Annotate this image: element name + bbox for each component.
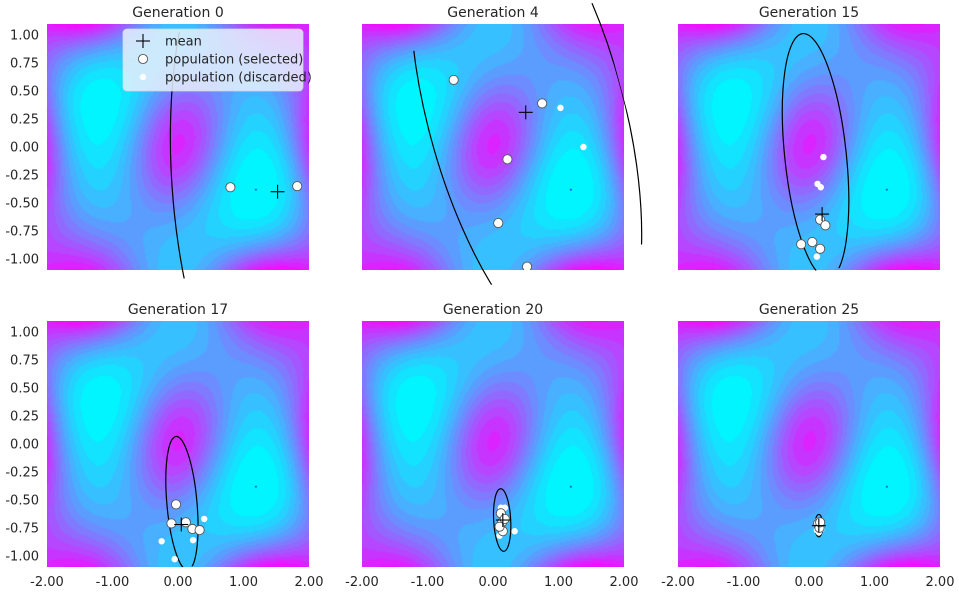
y-tick-label: 0.50 <box>10 85 39 100</box>
y-tick-label: 1.00 <box>10 326 39 341</box>
population-selected-point <box>494 521 505 532</box>
legend-frame <box>122 28 304 92</box>
mean-marker <box>518 105 533 120</box>
legend-mean-marker <box>136 34 150 48</box>
y-tick-label: 1.00 <box>10 29 39 44</box>
x-tick-label: -2.00 <box>30 575 64 590</box>
population-selected-point <box>537 98 548 109</box>
panel-title: Generation 15 <box>759 5 859 21</box>
x-tick-label: 1.00 <box>229 575 258 590</box>
y-tick-label: -0.50 <box>5 196 39 211</box>
panel-title: Generation 0 <box>132 5 223 21</box>
y-tick-label: 0.00 <box>10 438 39 453</box>
objective-heatmap <box>47 321 309 567</box>
x-tick-label: -2.00 <box>661 575 695 590</box>
panel-title: Generation 20 <box>443 302 543 318</box>
population-selected-point <box>522 261 533 270</box>
x-tick-label: 1.00 <box>860 575 889 590</box>
y-tick-label: -1.00 <box>5 549 39 564</box>
objective-heatmap <box>678 24 940 270</box>
y-tick-label: 0.25 <box>10 410 39 425</box>
x-tick-label: 0.00 <box>164 575 193 590</box>
objective-heatmap <box>678 321 940 567</box>
population-discarded-point <box>201 515 208 523</box>
y-tick-label: -1.00 <box>5 252 39 267</box>
panel-generation-2: Generation 15 <box>678 5 940 279</box>
population-selected-point <box>820 220 831 231</box>
panel-title: Generation 17 <box>128 302 228 318</box>
x-tick-label: 1.00 <box>544 575 573 590</box>
legend-label: mean <box>165 35 202 50</box>
covariance-ellipse <box>169 21 316 290</box>
population-discarded-point <box>820 153 827 161</box>
y-tick-label: 0.25 <box>10 113 39 128</box>
population-discarded-point <box>817 184 824 191</box>
x-tick-label: -1.00 <box>727 575 761 590</box>
panel-generation-4: Generation 20 -2.00 -1.00 0.00 1.00 2.00 <box>345 302 638 590</box>
population-discarded-point <box>511 528 518 535</box>
population-selected-point <box>815 517 826 528</box>
x-tick-label: -2.00 <box>345 575 379 590</box>
population-selected-point <box>225 182 236 193</box>
population-discarded-point <box>171 555 178 563</box>
x-tick-label: 0.00 <box>479 575 508 590</box>
panels-group: Generation 0 1.00 0.75 0.50 0.25 0.00 -0.25 -0.… <box>5 1 954 590</box>
panel-generation-1: Generation 4 <box>362 1 643 308</box>
y-tick-label: -0.75 <box>5 224 39 239</box>
panel-generation-5: Generation 25 -2.00 -1.00 0.00 1.00 2.00 <box>661 302 954 590</box>
population-selected-point <box>502 154 513 165</box>
population-discarded-point <box>557 104 564 112</box>
mean-marker <box>270 184 285 199</box>
y-tick-label: 0.00 <box>10 141 39 156</box>
population-discarded-point <box>158 538 165 545</box>
y-tick-label: -0.75 <box>5 521 39 536</box>
mean-marker <box>495 513 510 528</box>
population-selected-point <box>448 74 459 85</box>
y-tick-label: 0.75 <box>10 354 39 369</box>
population-selected-point <box>194 525 205 536</box>
population-selected-point <box>796 239 807 250</box>
population-selected-point <box>815 243 826 254</box>
panel-title: Generation 25 <box>759 302 859 318</box>
x-tick-label: -1.00 <box>96 575 130 590</box>
y-tick-label: 0.50 <box>10 382 39 397</box>
y-tick-label: 0.75 <box>10 57 39 72</box>
x-tick-label: 2.00 <box>926 575 955 590</box>
panel-generation-3: Generation 17 1.00 0.75 0.50 0.25 0.00 -0.25 -0… <box>5 302 323 590</box>
y-tick-label: -0.25 <box>5 168 39 183</box>
y-tick-label: -0.50 <box>5 493 39 508</box>
population-discarded-point <box>813 253 821 260</box>
x-tick-label: 2.00 <box>610 575 639 590</box>
population-discarded-point <box>189 536 197 544</box>
population-selected-point <box>807 236 818 248</box>
legend-selected-marker <box>137 53 149 65</box>
population-selected-point <box>493 217 504 229</box>
x-tick-label: -1.00 <box>411 575 445 590</box>
covariance-ellipse <box>409 1 643 308</box>
population-discarded-point <box>580 143 587 151</box>
mean-marker <box>174 517 189 532</box>
objective-heatmap <box>362 321 624 567</box>
x-tick-label: 0.00 <box>795 575 824 590</box>
population-selected-point <box>292 181 303 192</box>
x-tick-label: 2.00 <box>295 575 324 590</box>
legend-label: population (selected) <box>165 53 303 68</box>
population-selected-point <box>170 499 182 510</box>
legend-label: population (discarded) <box>165 71 312 86</box>
population-selected-point <box>166 518 177 529</box>
panel-title: Generation 4 <box>447 5 539 21</box>
mean-marker <box>815 207 830 222</box>
legend: mean population (selected) population (dis… <box>122 28 312 92</box>
y-tick-label: -0.25 <box>5 465 39 480</box>
covariance-ellipse <box>492 488 512 552</box>
mean-marker <box>811 518 826 533</box>
legend-discarded-marker <box>139 73 147 81</box>
